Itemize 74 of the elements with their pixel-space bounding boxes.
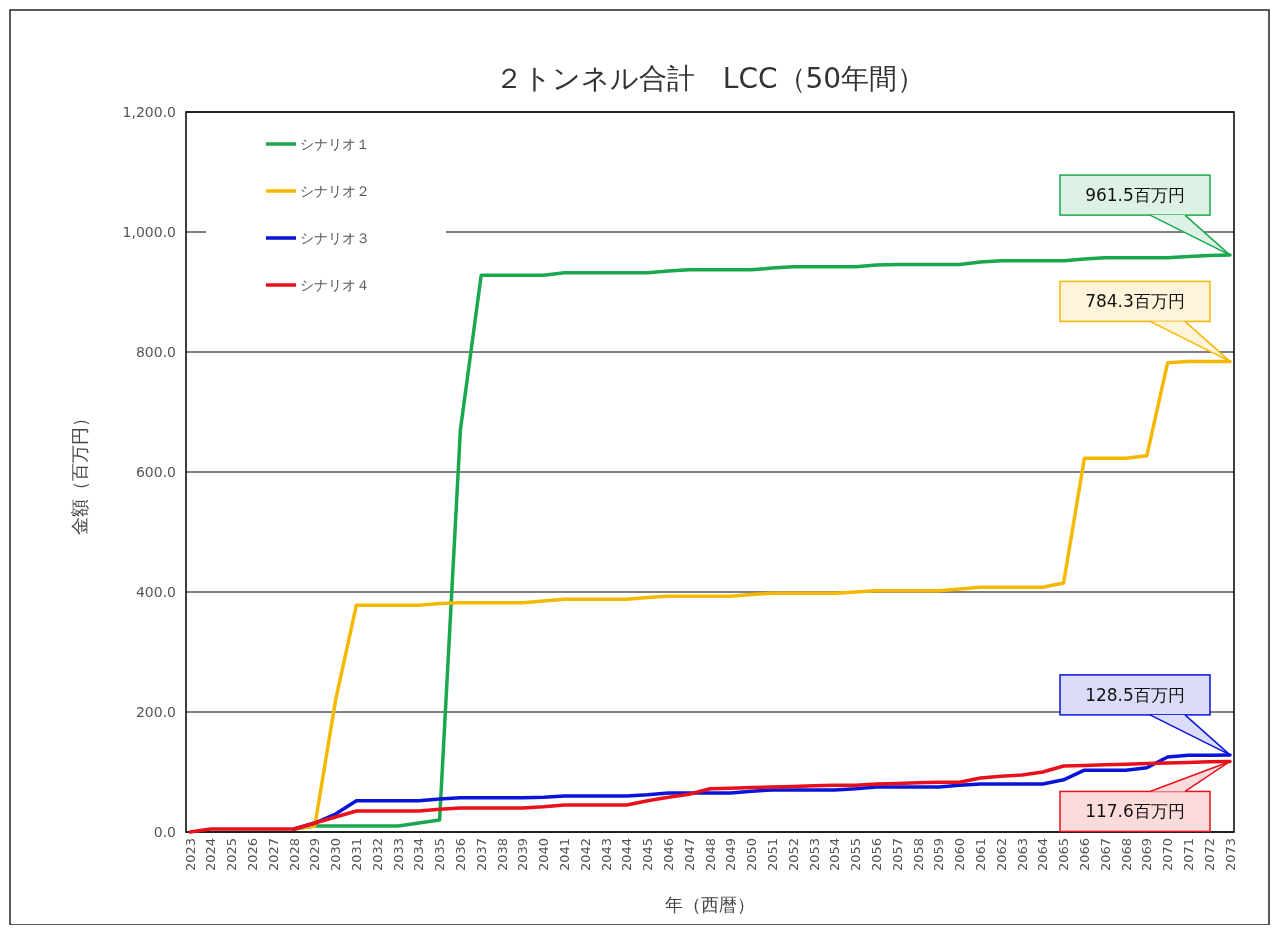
annotation: 128.5百万円 [1085, 684, 1185, 705]
x-tick-label: 2062 [993, 838, 1009, 872]
x-tick-label: 2057 [889, 838, 905, 872]
x-tick-label: 2043 [598, 838, 614, 872]
x-tick-label: 2039 [515, 838, 531, 872]
x-tick-label: 2065 [1056, 838, 1072, 872]
x-tick-label: 2055 [848, 838, 864, 872]
x-tick-label: 2048 [702, 838, 718, 872]
x-tick-label: 2029 [307, 838, 323, 872]
x-axis-title: 年（西暦） [665, 894, 755, 915]
x-tick-label: 2073 [1222, 838, 1238, 872]
x-tick-label: 2068 [1118, 838, 1134, 872]
legend-label: シナリオ４ [300, 276, 370, 293]
annotation: 117.6百万円 [1085, 801, 1185, 822]
x-tick-label: 2066 [1076, 838, 1092, 872]
x-tick-label: 2058 [910, 838, 926, 872]
x-tick-label: 2067 [1097, 838, 1113, 872]
x-tick-label: 2051 [764, 838, 780, 872]
x-tick-label: 2027 [265, 838, 281, 872]
x-tick-label: 2045 [640, 838, 656, 872]
x-tick-label: 2046 [660, 838, 676, 872]
x-tick-label: 2064 [1035, 838, 1051, 872]
x-tick-label: 2025 [224, 838, 240, 872]
legend-label: シナリオ３ [300, 229, 370, 246]
y-tick-label: 0.0 [153, 823, 176, 840]
x-tick-label: 2052 [785, 838, 801, 872]
x-tick-label: 2037 [473, 838, 489, 872]
annotation: 784.3百万円 [1085, 291, 1185, 312]
x-tick-label: 2036 [452, 838, 468, 872]
x-tick-label: 2042 [577, 838, 593, 872]
y-tick-label: 1,200.0 [122, 103, 176, 120]
callout-box: 784.3百万円 [1059, 280, 1231, 363]
x-tick-label: 2060 [952, 838, 968, 872]
x-tick-label: 2033 [390, 838, 406, 872]
x-tick-label: 2059 [931, 838, 947, 872]
legend-label: シナリオ１ [300, 135, 370, 152]
x-tick-label: 2024 [203, 838, 219, 872]
chart-title: ２トンネル合計 LCC（50年間） [494, 62, 926, 95]
x-tick-label: 2023 [182, 838, 198, 872]
x-tick-label: 2050 [744, 838, 760, 872]
x-tick-label: 2032 [369, 838, 385, 872]
callout-box: 961.5百万円 [1059, 174, 1231, 256]
x-tick-label: 2070 [1160, 838, 1176, 872]
x-tick-label: 2030 [328, 838, 344, 872]
x-tick-label: 2040 [536, 838, 552, 872]
x-tick-label: 2035 [432, 838, 448, 872]
x-tick-label: 2038 [494, 838, 510, 872]
x-tick-label: 2053 [806, 838, 822, 872]
x-tick-label: 2047 [681, 838, 697, 872]
x-tick-label: 2044 [619, 838, 635, 872]
line-series [292, 359, 1232, 831]
y-tick-label: 800.0 [135, 343, 176, 360]
callout-box: 128.5百万円 [1059, 674, 1231, 756]
y-tick-label: 600.0 [135, 463, 176, 480]
legend-label: シナリオ２ [300, 182, 370, 199]
y-tick-label: 400.0 [135, 583, 176, 600]
x-tick-label: 2031 [348, 838, 364, 872]
x-tick-label: 2063 [1014, 838, 1030, 872]
x-tick-label: 2034 [411, 838, 427, 872]
x-tick-label: 2049 [723, 838, 739, 872]
x-tick-label: 2071 [1180, 838, 1196, 872]
x-tick-label: 2069 [1139, 838, 1155, 872]
x-tick-label: 2072 [1201, 838, 1217, 872]
y-tick-label: 1,000.0 [122, 223, 176, 240]
x-tick-label: 2028 [286, 838, 302, 872]
x-tick-label: 2061 [972, 838, 988, 872]
annotation: 961.5百万円 [1085, 185, 1185, 206]
x-tick-label: 2041 [556, 838, 572, 872]
x-tick-label: 2026 [244, 838, 260, 872]
y-axis-title: 金額（百万円） [69, 409, 90, 535]
x-tick-label: 2054 [827, 838, 843, 872]
line-series [188, 759, 1232, 834]
y-tick-label: 200.0 [135, 703, 176, 720]
x-tick-label: 2056 [868, 838, 884, 872]
